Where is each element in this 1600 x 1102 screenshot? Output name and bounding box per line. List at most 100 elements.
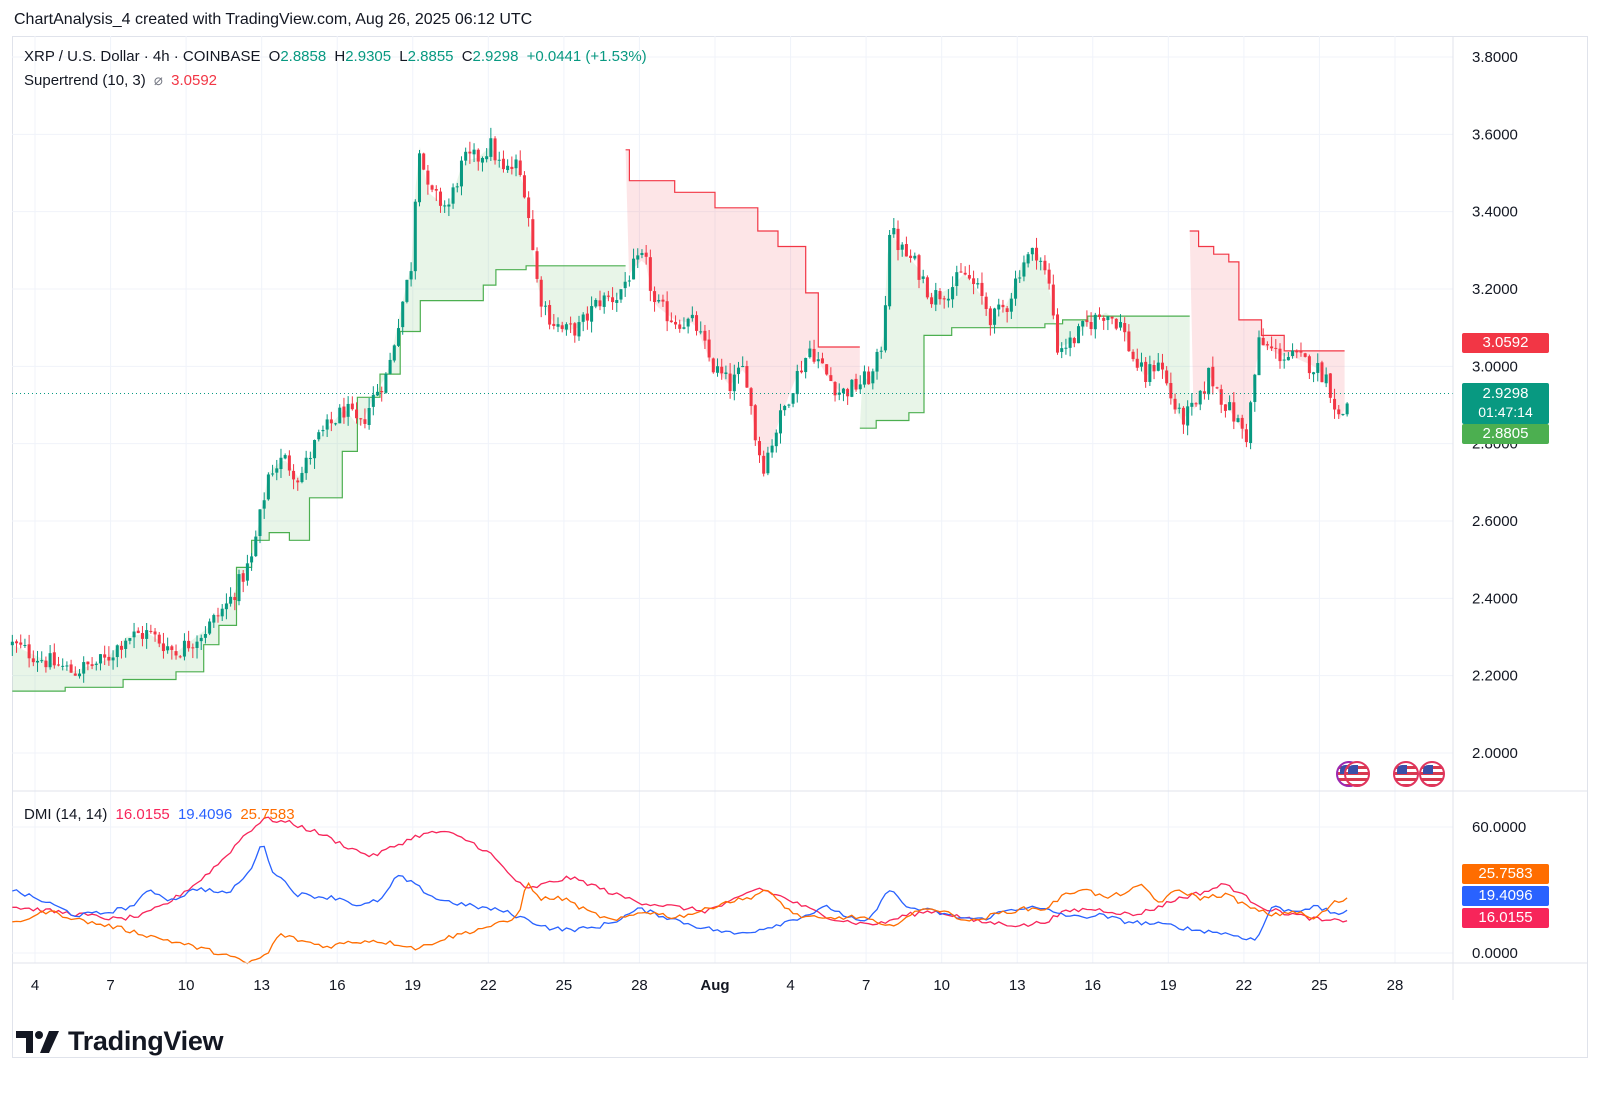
candle[interactable] bbox=[913, 252, 917, 261]
candle[interactable] bbox=[145, 622, 149, 649]
candle[interactable] bbox=[1068, 331, 1072, 357]
candle[interactable] bbox=[791, 392, 795, 408]
chart-frame[interactable] bbox=[12, 36, 1588, 1058]
candle[interactable] bbox=[199, 634, 203, 650]
candle[interactable] bbox=[300, 466, 304, 484]
candle[interactable] bbox=[170, 644, 174, 660]
candle[interactable] bbox=[795, 364, 799, 403]
candle[interactable] bbox=[770, 439, 774, 458]
candle[interactable] bbox=[1014, 270, 1018, 306]
candle[interactable] bbox=[392, 344, 396, 363]
candle[interactable] bbox=[161, 632, 165, 659]
candle[interactable] bbox=[413, 199, 417, 280]
candle[interactable] bbox=[690, 306, 694, 322]
candle[interactable] bbox=[77, 669, 82, 679]
candle[interactable] bbox=[103, 645, 107, 666]
candle[interactable] bbox=[417, 149, 422, 207]
us-flag-event-icon[interactable] bbox=[1419, 761, 1445, 787]
candle[interactable] bbox=[808, 340, 812, 359]
candle[interactable] bbox=[128, 637, 132, 645]
candle[interactable] bbox=[1253, 373, 1257, 412]
candle[interactable] bbox=[1001, 299, 1005, 313]
candle[interactable] bbox=[883, 295, 887, 353]
candle[interactable] bbox=[266, 472, 270, 501]
candle[interactable] bbox=[1219, 384, 1223, 414]
candle[interactable] bbox=[48, 645, 52, 670]
candle[interactable] bbox=[489, 127, 493, 161]
candle[interactable] bbox=[94, 661, 98, 671]
candle[interactable] bbox=[997, 298, 1001, 317]
caption-author[interactable]: ChartAnalysis_4 bbox=[14, 11, 131, 28]
candle[interactable] bbox=[816, 351, 820, 369]
candle[interactable] bbox=[1190, 393, 1194, 416]
candle[interactable] bbox=[594, 298, 598, 309]
candle[interactable] bbox=[1211, 356, 1215, 395]
candle[interactable] bbox=[296, 477, 300, 491]
candle[interactable] bbox=[972, 270, 976, 295]
candle[interactable] bbox=[585, 306, 589, 330]
candle[interactable] bbox=[396, 318, 401, 348]
candle[interactable] bbox=[678, 319, 682, 333]
candle[interactable] bbox=[157, 632, 161, 648]
candle[interactable] bbox=[220, 604, 224, 621]
candle[interactable] bbox=[1177, 403, 1181, 414]
candle[interactable] bbox=[434, 185, 438, 202]
candle[interactable] bbox=[304, 450, 308, 480]
candle[interactable] bbox=[766, 446, 770, 476]
candle[interactable] bbox=[703, 324, 707, 349]
candle[interactable] bbox=[1009, 292, 1013, 319]
candle[interactable] bbox=[598, 290, 602, 311]
candle[interactable] bbox=[451, 183, 455, 209]
candle[interactable] bbox=[468, 141, 472, 164]
candle[interactable] bbox=[1110, 316, 1114, 325]
candle[interactable] bbox=[292, 464, 296, 490]
candle[interactable] bbox=[757, 436, 762, 463]
candle[interactable] bbox=[56, 656, 61, 667]
supertrend-legend[interactable]: Supertrend (10, 3) ⌀ 3.0592 bbox=[24, 71, 221, 89]
candle[interactable] bbox=[346, 396, 350, 426]
candle[interactable] bbox=[988, 306, 992, 336]
candle[interactable] bbox=[665, 291, 669, 332]
candle[interactable] bbox=[1165, 366, 1169, 386]
candle[interactable] bbox=[632, 248, 636, 280]
candle[interactable] bbox=[812, 339, 816, 364]
candle[interactable] bbox=[695, 311, 699, 336]
candle[interactable] bbox=[543, 301, 547, 316]
candle[interactable] bbox=[1139, 352, 1143, 372]
candle[interactable] bbox=[753, 404, 757, 446]
candle[interactable] bbox=[136, 627, 140, 634]
candle[interactable] bbox=[1278, 343, 1282, 369]
candle[interactable] bbox=[925, 275, 929, 300]
candle[interactable] bbox=[590, 296, 594, 333]
candle[interactable] bbox=[963, 266, 967, 276]
candle[interactable] bbox=[1228, 395, 1232, 411]
dmi-name[interactable]: DMI (14, 14) bbox=[24, 806, 108, 823]
candle[interactable] bbox=[1135, 348, 1139, 371]
candle[interactable] bbox=[187, 630, 191, 652]
candle[interactable] bbox=[166, 637, 170, 654]
candle[interactable] bbox=[946, 289, 950, 308]
candle[interactable] bbox=[480, 156, 484, 172]
candle[interactable] bbox=[19, 634, 23, 649]
candle[interactable] bbox=[535, 247, 539, 283]
candle[interactable] bbox=[283, 453, 287, 460]
candle[interactable] bbox=[212, 613, 216, 628]
candle[interactable] bbox=[107, 646, 111, 666]
candle[interactable] bbox=[1232, 392, 1236, 430]
candle[interactable] bbox=[623, 272, 627, 297]
candle[interactable] bbox=[619, 289, 623, 303]
candle[interactable] bbox=[1270, 336, 1274, 352]
candle[interactable] bbox=[921, 269, 925, 284]
candle[interactable] bbox=[501, 150, 505, 173]
candle[interactable] bbox=[174, 644, 178, 660]
candle[interactable] bbox=[615, 292, 619, 312]
candle[interactable] bbox=[1295, 349, 1299, 359]
candle[interactable] bbox=[497, 151, 501, 168]
candle[interactable] bbox=[871, 368, 875, 390]
candle[interactable] bbox=[73, 666, 77, 676]
candle[interactable] bbox=[837, 383, 841, 401]
candle[interactable] bbox=[1320, 360, 1324, 383]
candle[interactable] bbox=[682, 317, 686, 330]
candle[interactable] bbox=[317, 429, 321, 442]
candle[interactable] bbox=[778, 403, 782, 444]
